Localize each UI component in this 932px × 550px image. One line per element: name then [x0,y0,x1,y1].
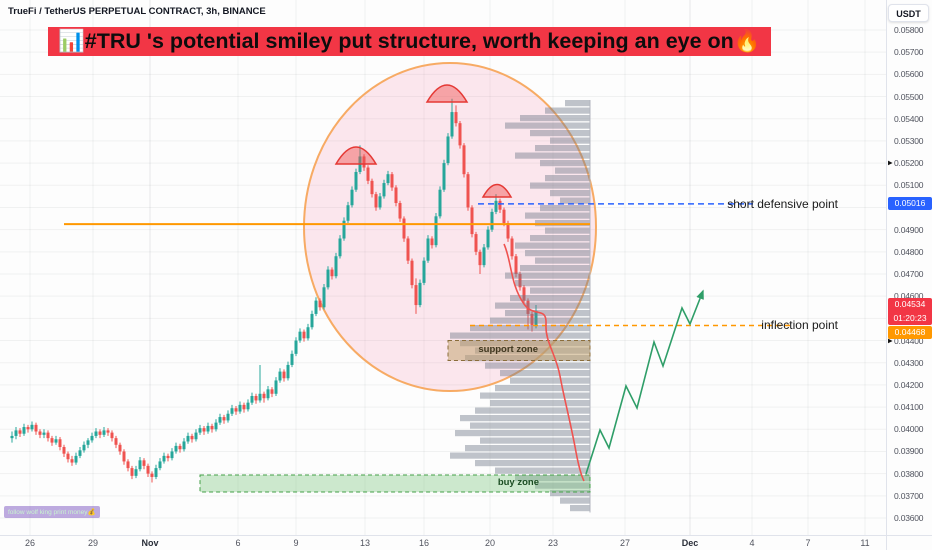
time-axis-label: 20 [484,538,496,548]
time-axis-label: 23 [547,538,559,548]
projected-drop-path[interactable] [503,243,585,482]
price-marker-icon: ▶ [888,160,893,167]
grid-lines [0,0,886,535]
callout-banner[interactable]: 📊#TRU 's potential smiley put structure,… [48,27,771,56]
buy-zone-rect[interactable] [199,474,591,493]
time-axis-label: 4 [749,538,755,548]
time-axis-label: Nov [141,538,159,548]
price-axis-label: 0.05300 [894,135,924,146]
short-defensive-point-label: short defensive point [727,197,838,211]
time-axis-label: 29 [87,538,99,548]
price-axis-label: 0.05700 [894,47,924,58]
price-axis-label: 0.03600 [894,513,924,523]
price-axis-label: 0.04000 [894,424,924,435]
price-tag-inflection: 0.04468 [888,326,932,339]
price-axis[interactable]: 0.05016 0.04534 01:20:23 0.04468 0.05800… [886,0,932,535]
symbol-title[interactable]: TrueFi / TetherUS PERPETUAL CONTRACT, 3h… [8,6,266,17]
price-axis-label: 0.04800 [894,246,924,257]
support-zone-label: support zone [478,344,538,355]
right-eyebrow-arc[interactable] [425,84,469,103]
watermark: follow wolf king print money💰 [4,506,100,518]
candle-countdown: 01:20:23 [893,312,927,323]
price-axis-label: 0.05500 [894,91,924,102]
left-eyebrow-arc[interactable] [334,146,378,165]
price-axis-label: 0.04900 [894,224,924,235]
price-axis-label: 0.05600 [894,69,924,80]
last-price-value: 0.04534 [894,299,926,309]
price-axis-label: 0.03900 [894,446,924,457]
time-axis-label: 6 [235,538,241,548]
axis-corner [886,535,932,550]
inflection-point-label: inflection point [761,318,838,332]
time-axis-label: 27 [619,538,631,548]
currency-toggle-button[interactable]: USDT [888,4,929,22]
time-axis[interactable]: 26 29 Nov 6 9 13 16 20 23 27 Dec 4 7 11 [0,535,886,550]
price-marker-icon: ▶ [888,338,893,345]
time-axis-label: 9 [293,538,299,548]
price-axis-label: 0.04700 [894,269,924,279]
price-axis-label: 0.05200 [894,158,924,169]
price-axis-label: 0.04100 [894,402,924,413]
price-axis-label: 0.03800 [894,468,924,479]
price-axis-label: 0.04600 [894,291,924,302]
time-axis-label: 11 [860,538,870,548]
last-price-tag: 0.04534 01:20:23 [888,298,932,325]
price-axis-label: 0.05400 [894,113,924,124]
price-axis-label: 0.05100 [894,180,924,191]
price-tag-short-defensive: 0.05016 [888,197,932,210]
time-axis-label: 13 [359,538,371,548]
time-axis-label: Dec [681,538,699,548]
price-axis-label: 0.03700 [894,490,924,501]
time-axis-label: 26 [24,538,36,548]
nose-arc[interactable] [481,183,513,198]
price-axis-label: 0.04300 [894,357,924,368]
smiley-face-circle[interactable] [303,62,597,392]
buy-zone-label: buy zone [497,477,539,488]
time-axis-label: 7 [805,538,811,548]
price-axis-label: 0.05800 [894,25,924,35]
price-axis-label: 0.04400 [894,335,924,346]
projected-recovery-path[interactable] [585,289,704,475]
price-axis-label: 0.04200 [894,379,924,390]
time-axis-label: 16 [418,538,430,548]
chart-canvas[interactable] [0,0,886,535]
chart-pane[interactable]: TrueFi / TetherUS PERPETUAL CONTRACT, 3h… [0,0,886,535]
